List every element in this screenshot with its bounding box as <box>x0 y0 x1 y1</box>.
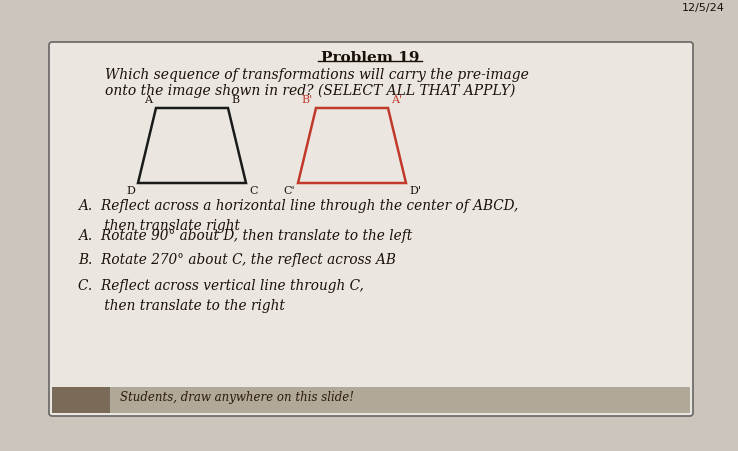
Text: A.  Rotate 90° about D, then translate to the left: A. Rotate 90° about D, then translate to… <box>78 229 413 243</box>
Text: B.  Rotate 270° about C, the reflect across AB: B. Rotate 270° about C, the reflect acro… <box>78 253 396 267</box>
FancyBboxPatch shape <box>52 387 690 413</box>
Text: D': D' <box>409 186 421 196</box>
FancyBboxPatch shape <box>52 387 110 413</box>
Text: A.  Reflect across a horizontal line through the center of ABCD,
      then tran: A. Reflect across a horizontal line thro… <box>78 199 518 233</box>
Text: 12/5/24: 12/5/24 <box>682 3 725 13</box>
FancyBboxPatch shape <box>49 42 693 416</box>
Text: C: C <box>249 186 258 196</box>
Text: C': C' <box>283 186 295 196</box>
Text: D: D <box>126 186 135 196</box>
Text: Which sequence of transformations will carry the pre-image: Which sequence of transformations will c… <box>105 68 529 82</box>
Text: onto the image shown in red? (SELECT ALL THAT APPLY): onto the image shown in red? (SELECT ALL… <box>105 84 515 98</box>
Text: A': A' <box>391 95 402 105</box>
Text: B: B <box>231 95 239 105</box>
Text: B': B' <box>302 95 313 105</box>
Text: A: A <box>144 95 152 105</box>
Text: Problem 19: Problem 19 <box>321 51 419 65</box>
Text: Students, draw anywhere on this slide!: Students, draw anywhere on this slide! <box>120 391 354 405</box>
Text: C.  Reflect across vertical line through C,
      then translate to the right: C. Reflect across vertical line through … <box>78 279 364 313</box>
